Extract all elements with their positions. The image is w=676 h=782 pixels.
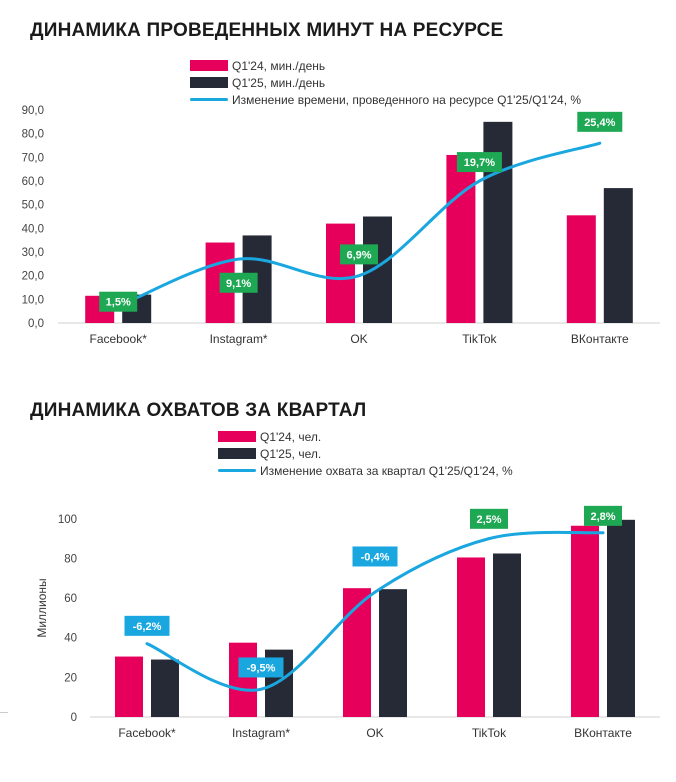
edge-mark <box>0 712 8 713</box>
data-label: -6,2% <box>133 621 162 633</box>
y-tick-label: 10,0 <box>22 294 44 306</box>
data-label: 2,5% <box>476 514 501 526</box>
x-tick-label: OK <box>350 332 367 346</box>
bar-q24 <box>229 642 257 717</box>
x-tick-label: Facebook* <box>90 332 148 346</box>
data-label: 6,9% <box>346 249 371 261</box>
x-tick-label: Instagram* <box>232 726 290 740</box>
y-tick-label: 70,0 <box>22 152 44 164</box>
data-label-box <box>470 508 508 529</box>
y-tick-label: 60,0 <box>22 176 44 188</box>
bar-q25 <box>603 188 633 323</box>
bar-q24 <box>115 656 143 717</box>
chart1-title: ДИНАМИКА ПРОВЕДЕННЫХ МИНУТ НА РЕСУРСЕ <box>30 20 504 41</box>
y-tick-label: 90,0 <box>22 105 44 117</box>
legend-swatch-line <box>190 98 228 101</box>
data-label-box <box>456 152 502 173</box>
x-tick-label: OK <box>366 726 383 740</box>
x-tick-label: ВКонтакте <box>574 726 632 740</box>
y-tick-label: 0,0 <box>28 318 44 330</box>
legend-swatch-q24 <box>190 60 228 71</box>
data-label: 2,8% <box>590 511 615 523</box>
data-label-box <box>340 244 378 265</box>
data-label-box <box>238 657 284 678</box>
x-tick-label: Facebook* <box>118 726 176 740</box>
bar-q24 <box>326 223 355 323</box>
data-label-box <box>99 291 138 312</box>
y-tick-label: 0 <box>71 712 77 724</box>
y-axis-title: Миллионы <box>35 578 49 637</box>
x-tick-label: TikTok <box>472 726 507 740</box>
chart1-plot: 0,0 10,0 20,0 30,0 40,0 50,0 60,0 70,0 80,0 90,0 F… <box>22 105 660 346</box>
legend-item-q24: Q1'24, мин./день <box>190 57 581 74</box>
data-label: 9,1% <box>226 278 251 290</box>
x-tick-label: ВКонтакте <box>571 332 629 346</box>
bar-q25 <box>379 589 407 717</box>
data-label: 19,7% <box>464 157 495 169</box>
legend-swatch-q24 <box>218 431 256 442</box>
bar-q24 <box>566 215 596 323</box>
legend-label: Изменение охвата за квартал Q1'25/Q1'24,… <box>260 463 513 478</box>
y-tick-label: 80,0 <box>22 129 44 141</box>
legend-swatch-line <box>218 469 256 472</box>
y-tick-label: 60 <box>64 593 77 605</box>
data-label-box <box>577 111 623 132</box>
chart2-title: ДИНАМИКА ОХВАТОВ ЗА КВАРТАЛ <box>30 400 367 421</box>
data-label-box <box>124 615 170 636</box>
x-tick-label: TikTok <box>462 332 497 346</box>
bar-q25 <box>483 121 513 323</box>
legend-label: Изменение времени, проведенного на ресур… <box>232 92 582 107</box>
legend-label: Q1'24, мин./день <box>232 58 326 73</box>
y-tick-label: 80 <box>64 553 77 565</box>
bar-q24 <box>343 588 371 717</box>
data-label: -9,5% <box>247 662 276 674</box>
legend-label: Q1'25, мин./день <box>232 75 326 90</box>
y-tick-label: 50,0 <box>22 200 44 212</box>
data-label: 25,4% <box>584 117 615 129</box>
x-tick-label: Instagram* <box>210 332 268 346</box>
bar-q25 <box>151 659 179 717</box>
legend-swatch-q25 <box>218 448 256 459</box>
legend-item-q25: Q1'25, мин./день <box>190 74 581 91</box>
data-label-box <box>219 272 258 293</box>
bar-q25 <box>607 519 635 717</box>
legend-item-q25: Q1'25, чел. <box>218 445 513 462</box>
y-tick-label: 20,0 <box>22 271 44 283</box>
legend-label: Q1'24, чел. <box>260 429 322 444</box>
legend-label: Q1'25, чел. <box>260 446 322 461</box>
bar-q25 <box>493 553 521 717</box>
chart2-legend: Q1'24, чел. Q1'25, чел. Изменение охвата… <box>218 428 513 479</box>
legend-item-q24: Q1'24, чел. <box>218 428 513 445</box>
legend-item-change: Изменение времени, проведенного на ресур… <box>190 91 581 108</box>
data-label: -0,4% <box>361 551 390 563</box>
y-tick-label: 20 <box>64 672 77 684</box>
bar-q24 <box>571 525 599 717</box>
change-line <box>145 530 605 692</box>
y-tick-label: 40 <box>64 633 77 645</box>
chart2-plot: 0 20 40 60 80 100 Миллионы Facebook* Instagram* O… <box>35 505 660 740</box>
data-label: 1,5% <box>106 297 131 309</box>
y-tick-label: 30,0 <box>22 247 44 259</box>
chart1-legend: Q1'24, мин./день Q1'25, мин./день Измене… <box>190 57 581 108</box>
data-label-box <box>352 546 398 567</box>
bar-q24 <box>457 557 485 717</box>
legend-swatch-q25 <box>190 77 228 88</box>
legend-item-change: Изменение охвата за квартал Q1'25/Q1'24,… <box>218 462 513 479</box>
y-tick-label: 40,0 <box>22 223 44 235</box>
y-tick-label: 100 <box>58 514 77 526</box>
bar-q24 <box>446 154 476 323</box>
change-line <box>116 141 602 308</box>
data-label-box <box>584 505 622 526</box>
bar-q25 <box>363 216 392 323</box>
